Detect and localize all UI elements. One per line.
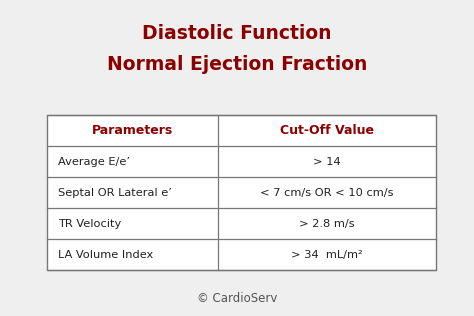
Text: > 2.8 m/s: > 2.8 m/s xyxy=(300,219,355,229)
Text: > 34  mL/m²: > 34 mL/m² xyxy=(292,250,363,260)
Text: > 14: > 14 xyxy=(313,157,341,167)
Text: Septal OR Lateral e’: Septal OR Lateral e’ xyxy=(58,188,172,198)
Text: TR Velocity: TR Velocity xyxy=(58,219,121,229)
Text: < 7 cm/s OR < 10 cm/s: < 7 cm/s OR < 10 cm/s xyxy=(261,188,394,198)
Text: Average E/e’: Average E/e’ xyxy=(58,157,130,167)
Text: LA Volume Index: LA Volume Index xyxy=(58,250,153,260)
Text: Diastolic Function: Diastolic Function xyxy=(142,24,332,43)
Bar xyxy=(47,115,436,270)
Text: Cut-Off Value: Cut-Off Value xyxy=(280,124,374,137)
Text: Normal Ejection Fraction: Normal Ejection Fraction xyxy=(107,55,367,74)
Text: © CardioServ: © CardioServ xyxy=(197,292,277,305)
Text: Parameters: Parameters xyxy=(92,124,173,137)
